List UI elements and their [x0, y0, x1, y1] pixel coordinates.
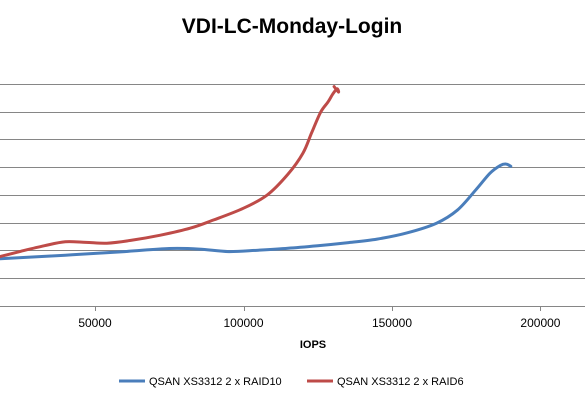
x-tick-label: 50000: [78, 316, 112, 330]
series-line-1: [0, 162, 513, 261]
series-line-2: [0, 85, 341, 259]
series-lines: [0, 85, 513, 261]
x-axis-title: IOPS: [300, 339, 326, 351]
chart-title: VDI-LC-Monday-Login: [182, 15, 402, 38]
x-tick-labels: 50000 100000 150000 200000: [78, 316, 560, 330]
x-tick-label: 150000: [372, 316, 412, 330]
legend-label-2: QSAN XS3312 2 x RAID6: [337, 376, 464, 388]
legend: QSAN XS3312 2 x RAID10 QSAN XS3312 2 x RA…: [119, 376, 464, 388]
x-tick-label: 100000: [223, 316, 263, 330]
x-tick-label: 200000: [520, 316, 560, 330]
gridlines: [0, 84, 585, 311]
legend-label-1: QSAN XS3312 2 x RAID10: [149, 376, 282, 388]
